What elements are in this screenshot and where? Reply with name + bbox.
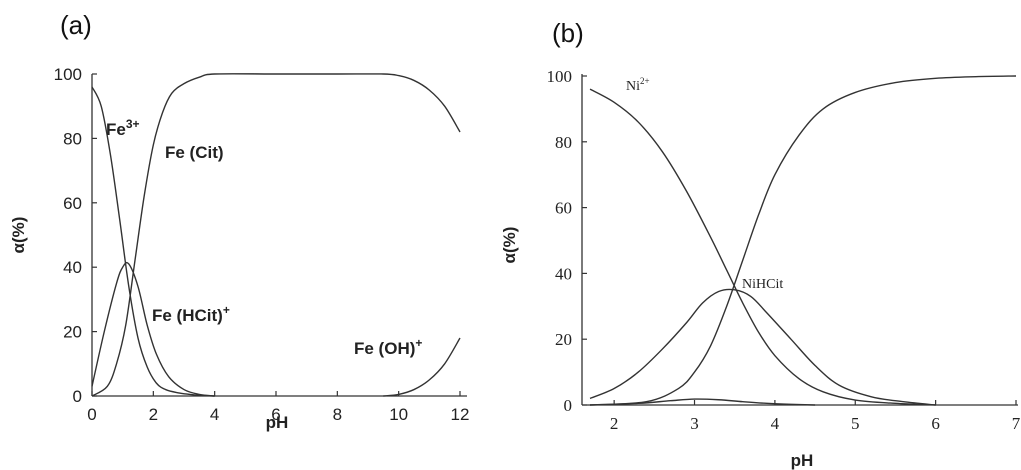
annotation-fe3plus: Fe3+ — [106, 117, 140, 139]
annotation-fe-hcit-sup: + — [223, 303, 230, 317]
panel-b-y-tick-label: 100 — [547, 67, 573, 86]
panel-b-x-tick-label: 7 — [1012, 414, 1021, 433]
panel-b-x-label: pH — [791, 451, 814, 470]
panel-a-x-label: pH — [266, 413, 289, 432]
panel-a-curve-fe-hcit — [91, 261, 215, 397]
panel-b-x-tick-label: 4 — [771, 414, 780, 433]
annotation-fe-hcit: Fe (HCit)+ — [152, 303, 230, 325]
panel-b-curve-ni2 — [589, 88, 936, 406]
annotation-fe3plus-base: Fe — [106, 120, 126, 139]
panel-a-x-tick-label: 2 — [149, 405, 158, 424]
annotation-ni2plus-base: Ni — [626, 79, 640, 94]
panel-a-x-tick-label: 10 — [389, 405, 408, 424]
annotation-nihcit: NiHCit — [742, 277, 783, 292]
panel-b-curves — [589, 75, 1017, 406]
panel-b-y-label: α(%) — [500, 227, 519, 264]
panel-a-x-tick-label: 8 — [333, 405, 342, 424]
annotation-fe-hcit-base: Fe (HCit) — [152, 306, 223, 325]
panel-a-label: (a) — [60, 10, 92, 40]
annotation-fe3plus-sup: 3+ — [126, 117, 140, 131]
panel-a-x-tick-label: 6 — [271, 405, 280, 424]
panel-a-curve-fe3 — [91, 86, 215, 397]
panel-a-curves — [91, 73, 461, 397]
panel-b-y-tick-label: 40 — [555, 264, 572, 283]
panel-b-y-tick-label: 80 — [555, 133, 572, 152]
panel-b-x-tick-label: 3 — [690, 414, 699, 433]
annotation-fe-cit: Fe (Cit) — [165, 143, 224, 162]
panel-a-y-tick-label: 100 — [54, 65, 82, 84]
panel-b-y-tick-label: 0 — [564, 396, 573, 415]
panel-a-y-tick-label: 60 — [63, 194, 82, 213]
panel-a-y-tick-label: 80 — [63, 129, 82, 148]
annotation-fe-oh: Fe (OH)+ — [354, 336, 422, 358]
panel-b-curve-series-4 — [590, 398, 816, 406]
panel-b-curve-series-2 — [589, 75, 1017, 406]
panel-b-y-tick-label: 20 — [555, 330, 572, 349]
panel-a-ticks: 0 2 4 6 8 10 12 0 20 40 60 80 100 — [54, 65, 470, 424]
panel-a-y-label: α(%) — [9, 217, 28, 254]
panel-b-x-tick-label: 2 — [610, 414, 619, 433]
annotation-fe-oh-base: Fe (OH) — [354, 339, 415, 358]
annotation-ni2plus-sup: 2+ — [640, 76, 650, 86]
panel-a-y-tick-label: 0 — [73, 387, 82, 406]
panel-a-y-tick-label: 20 — [63, 323, 82, 342]
panel-a-curve-fe-oh — [383, 337, 461, 397]
panel-a-x-tick-label: 4 — [210, 405, 219, 424]
annotation-fe-oh-sup: + — [415, 336, 422, 350]
panel-a-y-tick-label: 40 — [63, 258, 82, 277]
panel-a: (a) 0 2 4 6 8 10 12 0 20 40 60 80 100 pH α(%) Fe3+ F… — [9, 10, 469, 432]
panel-a-x-tick-label: 12 — [451, 405, 470, 424]
panel-a-curve-fe-cit — [91, 73, 461, 397]
panel-a-x-tick-label: 0 — [87, 405, 96, 424]
panel-b-y-tick-label: 60 — [555, 199, 572, 218]
panel-b: (b) 2 3 4 5 6 7 0 20 40 60 80 100 pH α(%) Ni2+ NiHC… — [500, 18, 1021, 470]
panel-b-ticks: 2 3 4 5 6 7 0 20 40 60 80 100 — [547, 67, 1021, 433]
panel-b-curve-nihcit — [589, 288, 936, 406]
annotation-ni2plus: Ni2+ — [626, 76, 650, 94]
panel-b-label: (b) — [552, 18, 584, 48]
panel-b-x-tick-label: 6 — [931, 414, 940, 433]
panel-b-x-tick-label: 5 — [851, 414, 860, 433]
